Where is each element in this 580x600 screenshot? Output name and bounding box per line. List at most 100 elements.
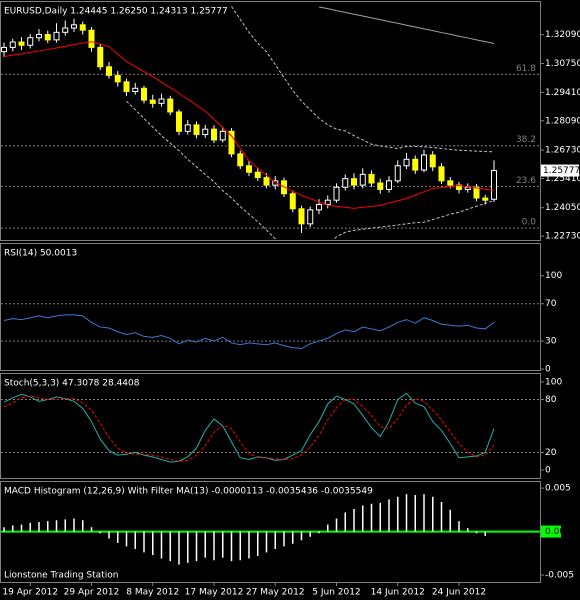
panel-title: EURUSD,Daily 1.24445 1.26250 1.24313 1.2… bbox=[4, 7, 228, 17]
y-tick-label: 100 bbox=[545, 271, 562, 281]
x-tick-label: 14 Jun 2012 bbox=[371, 588, 425, 598]
candle-body bbox=[403, 158, 410, 167]
candle-body bbox=[176, 111, 182, 132]
candle-body bbox=[254, 171, 261, 179]
candle-body bbox=[114, 74, 121, 83]
level-label: 0.0 bbox=[522, 218, 537, 228]
indicator-line bbox=[3, 395, 495, 462]
candle-body bbox=[482, 197, 489, 201]
y-tick-label: 1.30750 bbox=[545, 59, 580, 69]
panel-plot: 61.8 38.2 23.6 0.0 bbox=[1, 6, 540, 240]
level-label: 61.8 bbox=[516, 64, 536, 74]
y-tick-label: 1.28090 bbox=[545, 116, 580, 126]
candle-body bbox=[438, 166, 445, 182]
candle-body bbox=[412, 158, 419, 171]
price-panel bbox=[0, 1, 541, 241]
x-tick-label: 5 Jun 2012 bbox=[312, 588, 360, 598]
indicator-line bbox=[231, 6, 495, 153]
candle-body bbox=[158, 98, 165, 104]
candle-body bbox=[62, 27, 69, 33]
plot-layer: 61.8 38.2 23.6 0.0 1.32090 1.30750 1.29410 1.28… bbox=[1, 6, 580, 598]
candle-body bbox=[44, 33, 51, 41]
last-price-box bbox=[541, 164, 579, 177]
candle-body bbox=[71, 24, 77, 29]
candle-body bbox=[88, 29, 95, 48]
candle-body bbox=[219, 130, 226, 141]
panel-plot bbox=[1, 303, 540, 350]
y-tick-label: -0.005 bbox=[545, 571, 574, 581]
y-tick-label: 1.29410 bbox=[545, 88, 580, 98]
y-tick-label: 1.32090 bbox=[545, 30, 580, 40]
candle-body bbox=[307, 209, 314, 225]
panel-plot bbox=[1, 494, 540, 565]
candle-body bbox=[333, 186, 340, 201]
y-tick-label: 20 bbox=[545, 448, 557, 458]
candle-body bbox=[123, 81, 130, 93]
panel-plot bbox=[1, 392, 540, 463]
x-tick-label: 27 May 2012 bbox=[246, 588, 305, 598]
y-tick-label: 1.26730 bbox=[545, 146, 580, 156]
candle-body bbox=[106, 66, 112, 76]
candle-body bbox=[27, 37, 34, 46]
candle-body bbox=[289, 193, 296, 210]
panel-title: RSI(14) 50.0013 bbox=[4, 249, 77, 259]
x-tick-label: 29 Apr 2012 bbox=[64, 588, 120, 598]
moving-average bbox=[3, 41, 495, 209]
y-tick-label: 0 bbox=[545, 466, 551, 476]
candle-body bbox=[53, 31, 60, 41]
y-tick-label: 1.24050 bbox=[545, 203, 580, 213]
y-tick-label: 80 bbox=[545, 395, 557, 405]
candle-body bbox=[1, 46, 7, 53]
y-tick-label: 0 bbox=[545, 365, 551, 375]
candle-body bbox=[298, 208, 305, 225]
candle-body bbox=[132, 87, 139, 93]
indicator-line bbox=[3, 314, 495, 350]
indicator-line bbox=[126, 100, 495, 240]
candle-body bbox=[184, 124, 191, 132]
candle-body bbox=[149, 99, 156, 104]
indicator-line bbox=[3, 392, 495, 463]
level-label: 38.2 bbox=[516, 135, 536, 145]
candle-body bbox=[491, 170, 497, 200]
candle-body bbox=[447, 180, 454, 186]
candle-body bbox=[324, 199, 331, 205]
x-tick-label: 19 Apr 2012 bbox=[2, 588, 58, 598]
level-label: 23.6 bbox=[516, 176, 536, 186]
candle-body bbox=[79, 24, 86, 31]
x-tick-label: 8 May 2012 bbox=[126, 588, 179, 598]
last-price-label: 1.25777 bbox=[543, 166, 580, 176]
candle-body bbox=[359, 173, 366, 186]
x-tick-label: 24 Jun 2012 bbox=[432, 588, 486, 598]
candle-body bbox=[18, 41, 25, 46]
candle-body bbox=[263, 177, 270, 186]
candle-body bbox=[9, 41, 16, 48]
candle-body bbox=[394, 165, 401, 182]
candle-body bbox=[237, 153, 244, 167]
candle-body bbox=[167, 98, 174, 113]
rsi-panel bbox=[0, 243, 541, 371]
candle-body bbox=[386, 180, 392, 190]
candle-body bbox=[228, 130, 235, 155]
candle-body bbox=[368, 173, 375, 184]
candle-body bbox=[141, 87, 147, 101]
candle-body bbox=[421, 154, 427, 171]
candle-body bbox=[473, 186, 480, 199]
y-tick-label: 30 bbox=[545, 337, 557, 347]
indicator-line bbox=[318, 6, 495, 45]
y-tick-label: 1.22730 bbox=[545, 232, 580, 242]
candle-body bbox=[464, 186, 471, 190]
y-tick-label: 0.00 bbox=[545, 527, 565, 537]
candle-body bbox=[211, 128, 217, 141]
y-tick-label: 100 bbox=[545, 377, 562, 387]
candle-body bbox=[429, 154, 436, 168]
candle-body bbox=[351, 178, 357, 186]
candle-body bbox=[193, 124, 200, 136]
y-tick-label: 1.25410 bbox=[545, 174, 580, 184]
candle-body bbox=[97, 46, 104, 68]
candle-body bbox=[377, 182, 384, 190]
panel-title: MACD Histogram (12,26,9) With Filter MA(… bbox=[4, 487, 373, 497]
candle-body bbox=[342, 178, 349, 188]
x-tick-label: 17 May 2012 bbox=[185, 588, 244, 598]
